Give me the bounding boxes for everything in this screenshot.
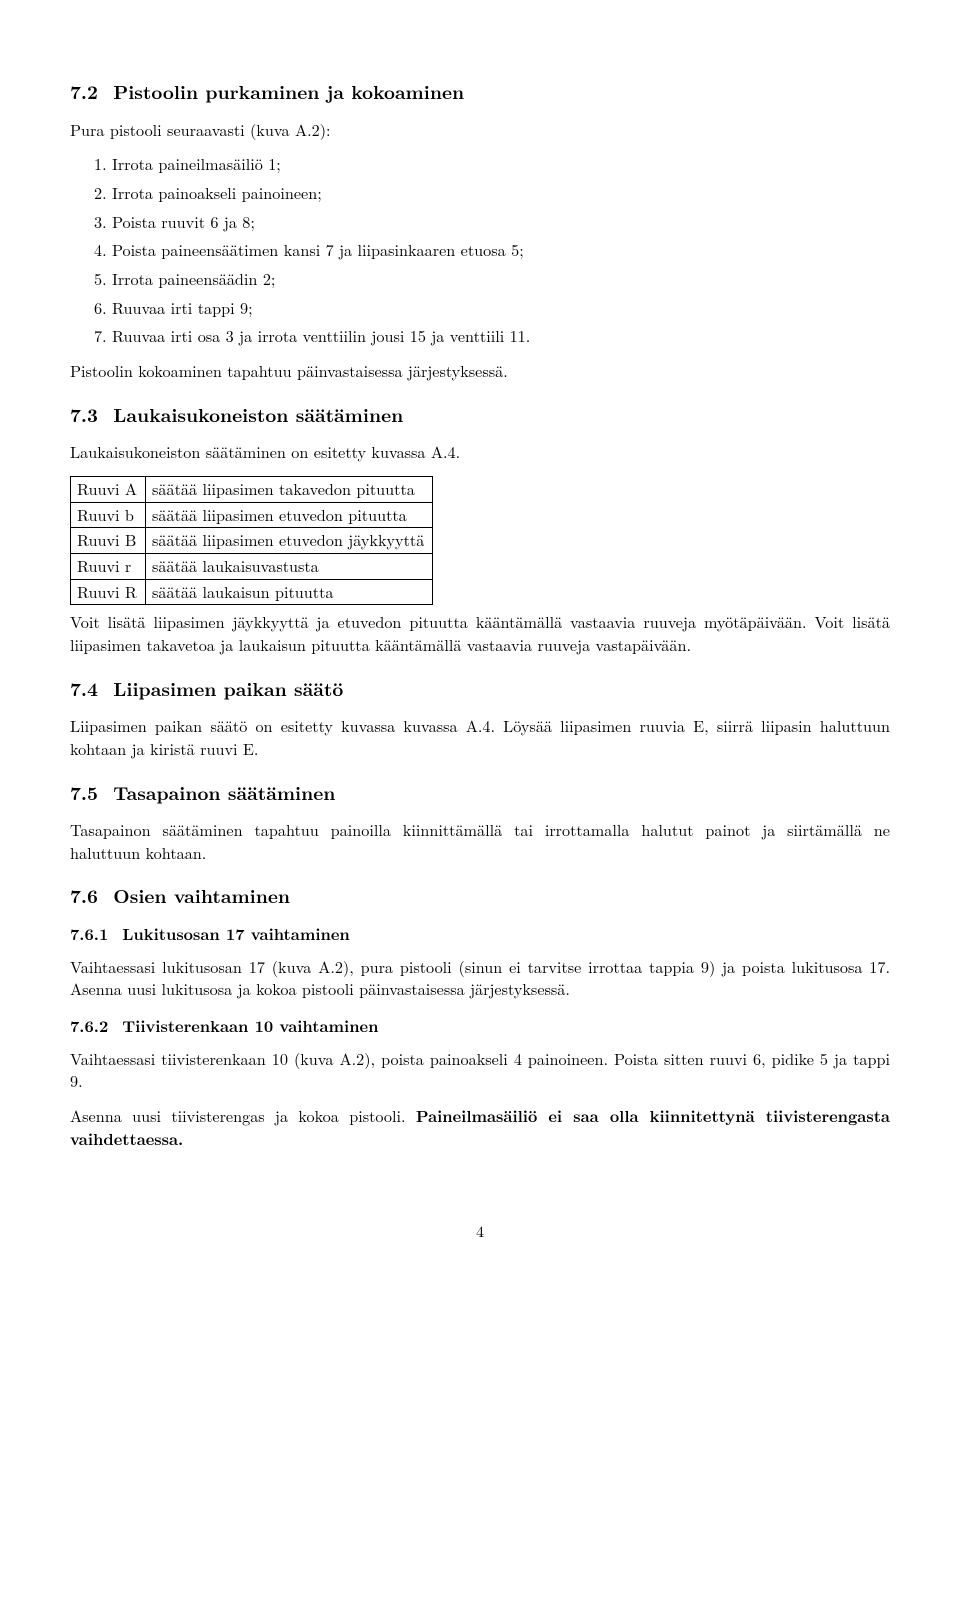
section-title: Pistoolin purkaminen ja kokoaminen xyxy=(113,77,464,105)
section-title: Liipasimen paikan säätö xyxy=(113,674,343,702)
section-number: 7.6 xyxy=(70,882,106,909)
subsection-title: Tiivisterenkaan 10 vaihtaminen xyxy=(122,1014,378,1037)
section-7-3-intro: Laukaisukoneiston säätäminen on esitetty… xyxy=(70,441,890,464)
screw-desc: säätää laukaisun pituutta xyxy=(146,579,433,605)
section-7-5-heading: 7.5 Tasapainon säätäminen xyxy=(70,779,890,806)
section-7-2-intro: Pura pistooli seuraavasti (kuva A.2): xyxy=(70,119,890,142)
section-title: Tasapainon säätäminen xyxy=(113,778,335,806)
section-7-2-outro: Pistoolin kokoaminen tapahtuu päinvastai… xyxy=(70,360,890,383)
list-item: 7. Ruuvaa irti osa 3 ja irrota venttiili… xyxy=(94,325,890,348)
table-row: Ruuvi A säätää liipasimen takavedon pitu… xyxy=(71,476,433,502)
screw-desc: säätää liipasimen etuvedon jäykkyyttä xyxy=(146,528,433,554)
section-7-5-body: Tasapainon säätäminen tapahtuu painoilla… xyxy=(70,819,890,864)
section-7-4-body: Liipasimen paikan säätö on esitetty kuva… xyxy=(70,715,890,760)
subsection-title: Lukitusosan 17 vaihtaminen xyxy=(122,922,350,945)
section-7-6-2-heading: 7.6.2 Tiivisterenkaan 10 vaihtaminen xyxy=(70,1015,890,1038)
screw-label: Ruuvi b xyxy=(71,502,146,528)
disassembly-steps-list: 1. Irrota paineilmasäiliö 1; 2. Irrota p… xyxy=(70,153,890,348)
list-item: 1. Irrota paineilmasäiliö 1; xyxy=(94,153,890,176)
section-7-3-outro: Voit lisätä liipasimen jäykkyyttä ja etu… xyxy=(70,611,890,656)
list-item: 4. Poista paineensäätimen kansi 7 ja lii… xyxy=(94,239,890,262)
section-7-3-heading: 7.3 Laukaisukoneiston säätäminen xyxy=(70,401,890,428)
table-row: Ruuvi B säätää liipasimen etuvedon jäykk… xyxy=(71,528,433,554)
screw-label: Ruuvi r xyxy=(71,553,146,579)
table-row: Ruuvi b säätää liipasimen etuvedon pituu… xyxy=(71,502,433,528)
list-item: 6. Ruuvaa irti tappi 9; xyxy=(94,297,890,320)
section-7-2-heading: 7.2 Pistoolin purkaminen ja kokoaminen xyxy=(70,78,890,105)
body2-text: Asenna uusi tiivisterengas ja kokoa pist… xyxy=(70,1104,416,1127)
screw-adjustment-table: Ruuvi A säätää liipasimen takavedon pitu… xyxy=(70,476,433,605)
section-7-6-1-body: Vaihtaessasi lukitusosan 17 (kuva A.2), … xyxy=(70,956,890,1001)
section-7-6-heading: 7.6 Osien vaihtaminen xyxy=(70,882,890,909)
screw-label: Ruuvi A xyxy=(71,476,146,502)
section-7-4-heading: 7.4 Liipasimen paikan säätö xyxy=(70,675,890,702)
list-item: 3. Poista ruuvit 6 ja 8; xyxy=(94,211,890,234)
table-row: Ruuvi R säätää laukaisun pituutta xyxy=(71,579,433,605)
screw-label: Ruuvi R xyxy=(71,579,146,605)
subsection-number: 7.6.1 xyxy=(70,923,116,946)
section-7-6-2-body2: Asenna uusi tiivisterengas ja kokoa pist… xyxy=(70,1105,890,1150)
section-7-6-2-body1: Vaihtaessasi tiivisterenkaan 10 (kuva A.… xyxy=(70,1048,890,1093)
list-item: 2. Irrota painoakseli painoineen; xyxy=(94,182,890,205)
screw-label: Ruuvi B xyxy=(71,528,146,554)
screw-desc: säätää liipasimen takavedon pituutta xyxy=(146,476,433,502)
section-number: 7.4 xyxy=(70,675,106,702)
screw-desc: säätää laukaisuvastusta xyxy=(146,553,433,579)
screw-desc: säätää liipasimen etuvedon pituutta xyxy=(146,502,433,528)
section-7-6-1-heading: 7.6.1 Lukitusosan 17 vaihtaminen xyxy=(70,923,890,946)
section-number: 7.2 xyxy=(70,78,106,105)
section-number: 7.5 xyxy=(70,779,106,806)
section-title: Osien vaihtaminen xyxy=(113,881,290,909)
section-title: Laukaisukoneiston säätäminen xyxy=(113,400,403,428)
list-item: 5. Irrota paineensäädin 2; xyxy=(94,268,890,291)
page-number: 4 xyxy=(70,1220,890,1242)
table-row: Ruuvi r säätää laukaisuvastusta xyxy=(71,553,433,579)
section-number: 7.3 xyxy=(70,401,106,428)
subsection-number: 7.6.2 xyxy=(70,1015,116,1038)
